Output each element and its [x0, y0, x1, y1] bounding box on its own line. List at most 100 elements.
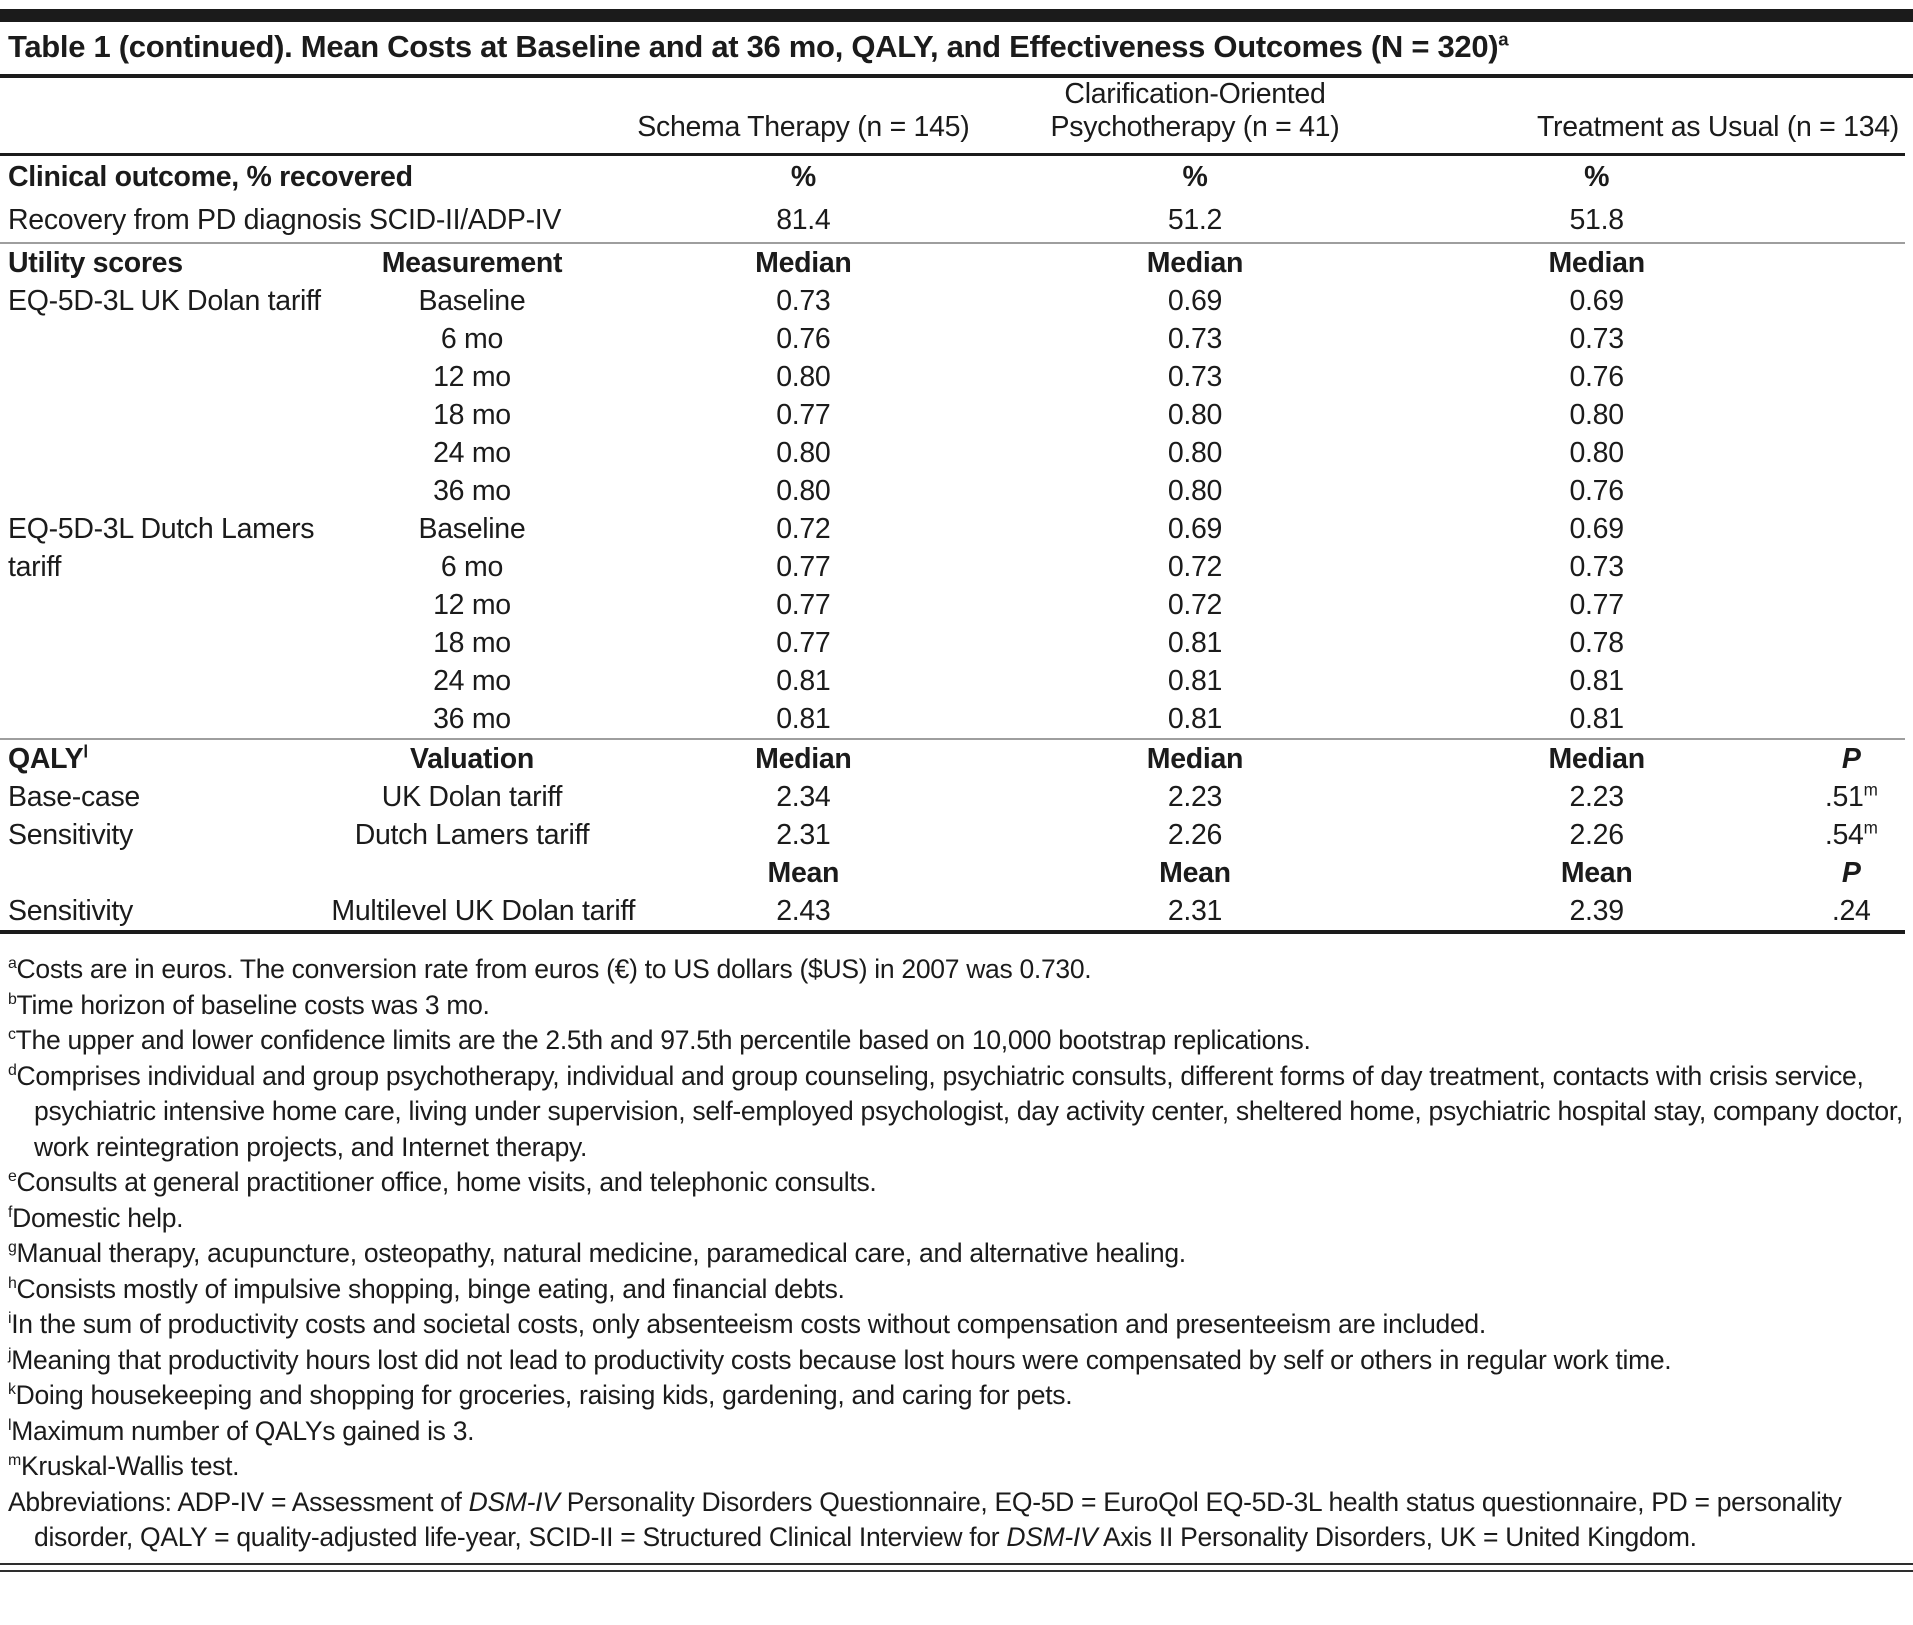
p-value: .24 — [1831, 894, 1871, 927]
value-cell: 0.80 — [1167, 398, 1223, 431]
row-label: Base-case — [8, 780, 140, 813]
median-header-cop: Median — [1146, 742, 1244, 775]
empty-cell — [1797, 662, 1905, 700]
value-cell: 0.73 — [1569, 550, 1625, 583]
cop-header-line2: Psychotherapy (n = 41) — [1050, 111, 1340, 143]
row-label — [0, 586, 331, 624]
empty-cell — [331, 854, 612, 892]
table-row: 18 mo 0.77 0.80 0.80 — [0, 396, 1905, 434]
footnote: dComprises individual and group psychoth… — [8, 1059, 1903, 1166]
value-cell: 0.77 — [776, 398, 831, 431]
table-row: 12 mo 0.80 0.73 0.76 — [0, 358, 1905, 396]
median-header-st: Median — [755, 742, 852, 775]
paper-table-page: Table 1 (continued). Mean Costs at Basel… — [0, 9, 1913, 1572]
value-cell: 0.78 — [1569, 626, 1625, 659]
qaly-label: QALY — [8, 742, 84, 775]
qaly-footnote-marker: l — [83, 742, 88, 761]
column-header-row: Schema Therapy (n = 145) Clarification-O… — [0, 78, 1905, 156]
value-cell: 0.73 — [776, 284, 831, 317]
row-label — [0, 662, 331, 700]
value-cell: 0.81 — [1569, 664, 1625, 697]
value-cell: 0.77 — [1569, 588, 1625, 621]
footnote-marker: f — [8, 1203, 13, 1221]
empty-cell — [1797, 434, 1905, 472]
abbreviations-note: Abbreviations: ADP-IV = Assessment of DS… — [8, 1485, 1903, 1556]
value-cell: 0.81 — [994, 700, 1396, 740]
valuation-cell: Dutch Lamers tariff — [354, 818, 590, 851]
footnote-marker: g — [8, 1239, 17, 1257]
footnote-text: Time horizon of baseline costs was 3 mo. — [16, 989, 490, 1020]
utility-header-row: Utility scores Measurement Median Median… — [0, 243, 1905, 282]
table-row: 36 mo 0.81 0.81 0.81 — [0, 700, 1905, 740]
row-label — [0, 434, 331, 472]
outcomes-table: Schema Therapy (n = 145) Clarification-O… — [0, 78, 1905, 934]
footnote-text: Manual therapy, acupuncture, osteopathy,… — [16, 1238, 1187, 1268]
pct-header-cop: % — [1182, 161, 1208, 193]
footnote-marker: e — [8, 1168, 17, 1186]
footnote: iIn the sum of productivity costs and so… — [8, 1307, 1903, 1343]
section-label: Clinical outcome, % recovered — [8, 161, 413, 193]
footnote-marker: b — [8, 990, 17, 1008]
footnote-text: Consults at general practitioner office,… — [16, 1167, 877, 1197]
value-cell: 0.80 — [1569, 436, 1625, 469]
empty-cell — [1797, 320, 1905, 358]
footnote: kDoing housekeeping and shopping for gro… — [8, 1378, 1903, 1414]
table-row: EQ-5D-3L Dutch Lamers Baseline 0.72 0.69… — [0, 510, 1905, 548]
schema-therapy-header: Schema Therapy (n = 145) — [612, 78, 995, 156]
row-label: EQ-5D-3L UK Dolan tariff — [8, 284, 321, 317]
value-cell: 0.76 — [1569, 360, 1625, 393]
table-row: 18 mo 0.77 0.81 0.78 — [0, 624, 1905, 662]
footnote-text: Domestic help. — [12, 1202, 184, 1233]
footnote: cThe upper and lower confidence limits a… — [8, 1023, 1903, 1059]
measurement-cell: 36 mo — [433, 474, 511, 507]
empty-cell — [1797, 548, 1905, 586]
measurement-cell: Baseline — [418, 284, 526, 317]
footnote-text: Doing housekeeping and shopping for groc… — [15, 1380, 1073, 1410]
footnote-marker: m — [8, 1452, 21, 1470]
measurement-cell: 24 mo — [433, 436, 511, 469]
value-cell: 0.77 — [776, 626, 831, 659]
median-header-tau: Median — [1548, 246, 1645, 279]
row-label: Recovery from PD diagnosis SCID-II/ADP-I… — [0, 199, 613, 244]
value-cell: 0.81 — [1167, 664, 1223, 697]
abbreviations-text: Personality Disorders Questionnaire, EQ-… — [34, 1486, 1842, 1553]
empty-cell — [1797, 624, 1905, 662]
abbreviations-text: Abbreviations: ADP-IV = Assessment of — [8, 1486, 469, 1517]
measurement-cell: 6 mo — [440, 322, 504, 355]
median-header-st: Median — [755, 246, 852, 279]
value-cell: 0.69 — [1569, 512, 1625, 545]
footnote: gManual therapy, acupuncture, osteopathy… — [8, 1236, 1903, 1272]
value-cell: 51.2 — [994, 199, 1396, 244]
table-title: Table 1 (continued). Mean Costs at Basel… — [0, 22, 1913, 78]
value-cell: 2.31 — [776, 818, 831, 851]
value-cell: 2.23 — [1569, 780, 1625, 813]
row-label: EQ-5D-3L Dutch Lamers — [8, 512, 315, 545]
valuation-cell: Multilevel UK Dolan tariff — [331, 892, 635, 934]
value-cell: 2.23 — [1167, 780, 1223, 813]
table-row: Sensitivity Multilevel UK Dolan tariff 2… — [0, 892, 1905, 934]
footnote: lMaximum number of QALYs gained is 3. — [8, 1414, 1903, 1450]
abbreviations-italic: DSM-IV — [1006, 1522, 1098, 1552]
value-cell: 0.80 — [776, 436, 831, 469]
p-value-cell: .51m — [1797, 778, 1905, 816]
value-cell: 2.34 — [776, 780, 831, 813]
valuation-header: Valuation — [409, 742, 534, 775]
value-cell: 0.80 — [1167, 436, 1223, 469]
table-row: Sensitivity Dutch Lamers tariff 2.31 2.2… — [0, 816, 1905, 854]
row-label: tariff — [8, 550, 62, 583]
mean-header-row: Mean Mean Mean P — [0, 854, 1905, 892]
footnote-text: Kruskal-Wallis test. — [20, 1451, 240, 1481]
title-footnote-marker: a — [1498, 28, 1509, 50]
p-value-cell: .24 — [1797, 892, 1905, 934]
value-cell: 0.81 — [612, 700, 995, 740]
table-row: 6 mo 0.76 0.73 0.73 — [0, 320, 1905, 358]
measurement-cell: 6 mo — [440, 550, 504, 583]
pct-header-tau: % — [1584, 161, 1610, 193]
value-cell: 0.72 — [1167, 550, 1223, 583]
footnote-text: The upper and lower confidence limits ar… — [15, 1025, 1311, 1055]
mean-header-tau: Mean — [1560, 856, 1633, 889]
value-cell: 2.39 — [1395, 892, 1798, 934]
footnote-marker: a — [8, 955, 17, 973]
value-cell: 0.80 — [776, 360, 831, 393]
footnote: hConsists mostly of impulsive shopping, … — [8, 1272, 1903, 1308]
